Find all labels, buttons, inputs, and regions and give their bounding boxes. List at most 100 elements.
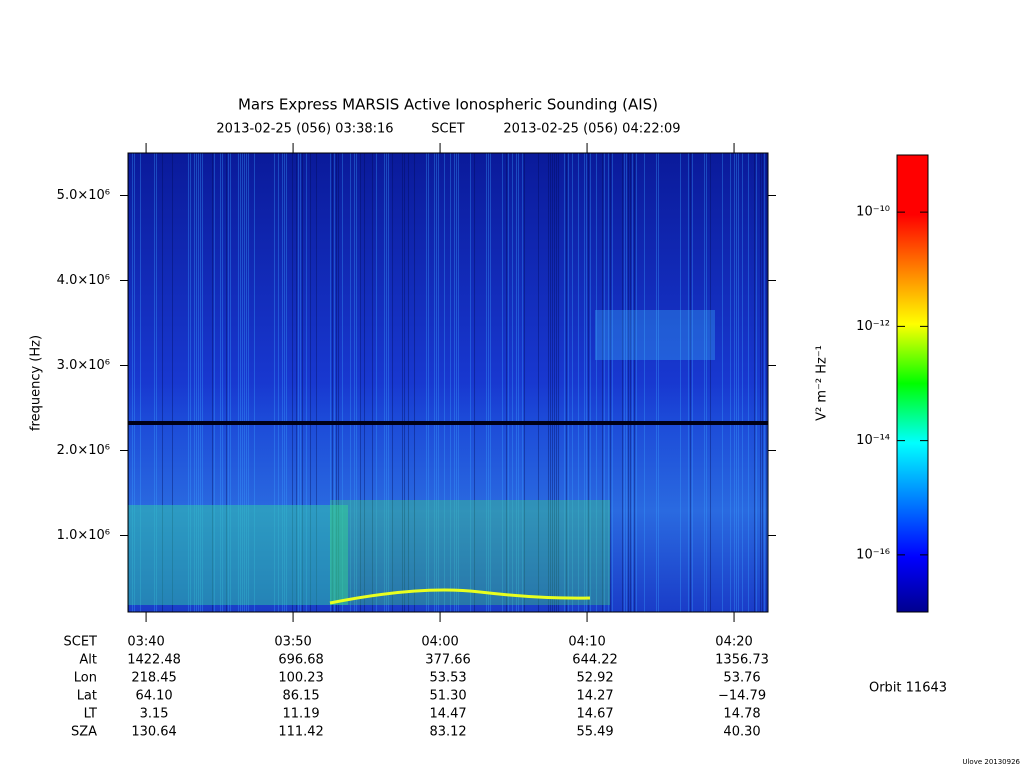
texture-stripe <box>292 153 293 612</box>
texture-stripe <box>612 153 613 612</box>
ephemeris-value: 52.92 <box>576 671 613 686</box>
texture-stripe <box>622 153 623 612</box>
texture-stripe <box>522 153 523 612</box>
texture-trace <box>329 588 591 605</box>
texture-stripe <box>636 153 637 612</box>
ephemeris-value: 40.30 <box>723 725 760 740</box>
texture-stripe <box>766 153 767 612</box>
texture-stripe <box>332 153 333 612</box>
time-label: SCET <box>431 122 465 137</box>
texture-stripe <box>376 153 377 612</box>
ephemeris-label: Lon <box>74 671 97 686</box>
texture-stripe <box>490 153 491 612</box>
texture-stripe <box>438 153 439 612</box>
ephemeris-value: 100.23 <box>278 671 324 686</box>
texture-stripe <box>282 153 283 612</box>
texture-stripe <box>566 153 567 612</box>
ephemeris-value: 55.49 <box>576 725 613 740</box>
texture-stripe <box>756 153 757 612</box>
texture-stripe <box>336 153 337 612</box>
orbit-label: Orbit 11643 <box>869 681 947 696</box>
colorbar-tick-label: 10⁻¹⁴ <box>856 433 890 448</box>
time-end: 2013-02-25 (056) 04:22:09 <box>503 122 680 137</box>
texture-stripe <box>516 153 517 612</box>
texture-stripe <box>436 153 437 612</box>
texture-stripe <box>244 153 245 612</box>
texture-stripe <box>506 153 507 612</box>
texture-stripe <box>254 153 255 612</box>
ephemeris-label: SZA <box>71 725 97 740</box>
texture-stripe <box>434 153 435 612</box>
x-tick-label: 04:20 <box>715 635 752 650</box>
texture-stripe <box>502 153 503 612</box>
texture-stripe <box>364 153 365 612</box>
texture-stripe <box>140 153 141 612</box>
texture-stripe <box>552 153 553 612</box>
texture-stripe <box>748 153 749 612</box>
texture-stripe <box>630 153 631 612</box>
texture-stripe <box>564 153 565 612</box>
texture-stripe <box>738 153 739 612</box>
spectrogram-background <box>128 153 768 612</box>
texture-stripe <box>518 153 519 612</box>
texture-stripe <box>154 153 155 612</box>
x-tick-label: 03:50 <box>274 635 311 650</box>
ephemeris-value: 64.10 <box>135 689 172 704</box>
time-start: 2013-02-25 (056) 03:38:16 <box>216 122 393 137</box>
texture-stripe <box>246 153 247 612</box>
texture-stripe <box>658 153 659 612</box>
ephemeris-value: 14.78 <box>723 707 760 722</box>
texture-stripe <box>512 153 513 612</box>
texture-stripe <box>690 153 691 612</box>
texture-stripe <box>330 153 331 612</box>
texture-stripe <box>248 153 249 612</box>
texture-stripe <box>350 153 351 612</box>
colorbar-tick-label: 10⁻¹² <box>856 319 890 334</box>
texture-stripe <box>356 153 357 612</box>
texture-stripe <box>404 153 405 612</box>
ephemeris-value: 86.15 <box>282 689 319 704</box>
texture-stripe <box>578 153 579 612</box>
x-tick-label: 04:10 <box>568 635 605 650</box>
texture-stripe <box>722 153 723 612</box>
texture-stripe <box>298 153 299 612</box>
ephemeris-value: 14.47 <box>429 707 466 722</box>
texture-stripe <box>656 153 657 612</box>
texture-stripe <box>162 153 163 612</box>
texture-stripe <box>588 153 589 612</box>
ephemeris-value: −14.79 <box>718 689 766 704</box>
texture-stripe <box>762 153 763 612</box>
texture-stripe <box>742 153 743 612</box>
texture-stripe <box>456 153 457 612</box>
texture-stripe <box>196 153 197 612</box>
texture-stripe <box>736 153 737 612</box>
texture-stripe <box>386 153 387 612</box>
x-tick-label: 03:40 <box>127 635 164 650</box>
texture-stripe <box>372 153 373 612</box>
credit: Ulove 20130926 <box>962 758 1020 766</box>
texture-stripe <box>558 153 559 612</box>
texture-stripe <box>486 153 487 612</box>
texture-stripe <box>132 153 133 612</box>
texture-stripe <box>550 153 551 612</box>
texture-stripe <box>190 153 191 612</box>
texture-stripe <box>754 153 755 612</box>
ephemeris-value: 1356.73 <box>715 653 769 668</box>
texture-stripe <box>602 153 603 612</box>
y-tick-label: 4.0×10⁶ <box>57 273 110 288</box>
texture-stripe <box>240 153 241 612</box>
texture-stripe <box>524 153 525 612</box>
texture-stripe <box>554 153 555 612</box>
spectrogram <box>128 153 768 612</box>
colorbar-tick-label: 10⁻¹⁶ <box>856 547 890 562</box>
ephemeris-value: 377.66 <box>425 653 471 668</box>
texture-stripe <box>624 153 625 612</box>
texture-stripe <box>706 153 707 612</box>
ephemeris-label: LT <box>84 707 97 722</box>
ephemeris-label: Alt <box>79 653 97 668</box>
ephemeris-value: 14.27 <box>576 689 613 704</box>
texture-stripe <box>408 153 409 612</box>
texture-stripe <box>342 153 343 612</box>
texture-stripe <box>556 153 557 612</box>
ephemeris-value: 51.30 <box>429 689 466 704</box>
